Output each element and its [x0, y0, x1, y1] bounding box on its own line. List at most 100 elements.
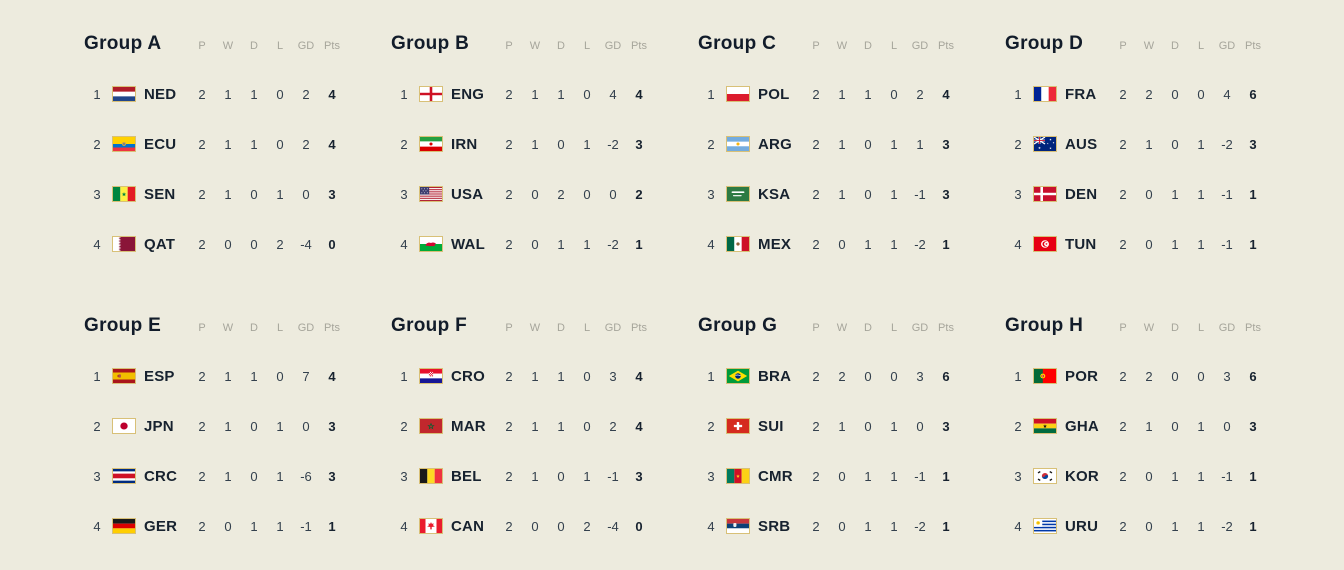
stat-l: 1: [890, 418, 898, 434]
stat-pts: 0: [328, 236, 336, 252]
stat-gd: 0: [302, 186, 310, 202]
team-row-eng[interactable]: 1 ENG 2 1 1 0 4 4: [391, 69, 652, 119]
team-row-irn[interactable]: 2 IRN 2 1 0 1 -2 3: [391, 119, 652, 169]
team-row-mex[interactable]: 4 MEX 2 0 1 1 -2 1: [698, 219, 959, 269]
team-row-ecu[interactable]: 2 ECU 2 1 1 0 2 4: [84, 119, 345, 169]
stat-pts: 3: [328, 468, 336, 484]
team-row-aus[interactable]: 2 AUS 2 1 0 1 -2 3: [1005, 119, 1266, 169]
team-row-arg[interactable]: 2 ARG 2 1 0 1 1 3: [698, 119, 959, 169]
stat-gd: 0: [609, 186, 617, 202]
team-row-por[interactable]: 1 POR 2 2 0 0 3 6: [1005, 351, 1266, 401]
team-row-ger[interactable]: 4 GER 2 0 1 1 -1 1: [84, 501, 345, 551]
team-row-esp[interactable]: 1 ESP 2 1 1 0 7 4: [84, 351, 345, 401]
team-row-gha[interactable]: 2 GHA 2 1 0 1 0 3: [1005, 401, 1266, 451]
team-row-kor[interactable]: 3 KOR 2 0 1 1 -1 1: [1005, 451, 1266, 501]
team-row-mar[interactable]: 2 MAR 2 1 1 0 2 4: [391, 401, 652, 451]
stat-l: 1: [890, 236, 898, 252]
flag-icon-ecu: [112, 136, 136, 152]
team-code: QAT: [144, 235, 176, 253]
team-row-sui[interactable]: 2 SUI 2 1 0 1 0 3: [698, 401, 959, 451]
team-position: 1: [1014, 368, 1022, 384]
column-header-d: D: [557, 40, 565, 52]
stat-d: 1: [557, 86, 565, 102]
team-row-pol[interactable]: 1 POL 2 1 1 0 2 4: [698, 69, 959, 119]
flag-icon-sui: [726, 418, 750, 434]
stat-l: 1: [1197, 236, 1205, 252]
team-row-den[interactable]: 3 DEN 2 0 1 1 -1 1: [1005, 169, 1266, 219]
team-code: KOR: [1065, 467, 1099, 485]
column-header-l: L: [276, 322, 284, 334]
stat-gd: 3: [1223, 368, 1231, 384]
stat-p: 2: [198, 86, 206, 102]
team-row-ned[interactable]: 1 NED 2 1 1 0 2 4: [84, 69, 345, 119]
stat-pts: 1: [328, 518, 336, 534]
team-row-tun[interactable]: 4 TUN 2 0 1 1 -1 1: [1005, 219, 1266, 269]
stat-p: 2: [1119, 468, 1127, 484]
stat-w: 1: [224, 368, 232, 384]
stat-l: 1: [890, 136, 898, 152]
team-code: POR: [1065, 367, 1099, 385]
column-header-pts: Pts: [938, 322, 954, 334]
flag-icon-por: [1033, 368, 1057, 384]
team-row-wal[interactable]: 4 WAL 2 0 1 1 -2 1: [391, 219, 652, 269]
column-header-gd: GD: [911, 40, 929, 52]
team-row-bel[interactable]: 3 BEL 2 1 0 1 -1 3: [391, 451, 652, 501]
team-row-crc[interactable]: 3 CRC 2 1 0 1 -6 3: [84, 451, 345, 501]
team-row-cmr[interactable]: 3 CMR 2 0 1 1 -1 1: [698, 451, 959, 501]
column-header-l: L: [1197, 40, 1205, 52]
stat-pts: 6: [1249, 86, 1257, 102]
column-header-p: P: [198, 40, 206, 52]
team-code: BEL: [451, 467, 482, 485]
team-row-sen[interactable]: 3 SEN 2 1 0 1 0 3: [84, 169, 345, 219]
stat-gd: -1: [1221, 468, 1233, 484]
group-f: Group F P W D L GD Pts 1 CRO 2 1 1 0 3 4 2 MAR 2 1 1 0 2 4 3 BEL…: [391, 315, 652, 551]
team-row-cro[interactable]: 1 CRO 2 1 1 0 3 4: [391, 351, 652, 401]
team-row-srb[interactable]: 4 SRB 2 0 1 1 -2 1: [698, 501, 959, 551]
stat-p: 2: [1119, 136, 1127, 152]
stat-pts: 1: [1249, 186, 1257, 202]
stat-l: 1: [583, 136, 591, 152]
stat-p: 2: [1119, 418, 1127, 434]
team-row-jpn[interactable]: 2 JPN 2 1 0 1 0 3: [84, 401, 345, 451]
column-header-p: P: [1119, 322, 1127, 334]
team-code: NED: [144, 85, 177, 103]
stat-pts: 1: [942, 468, 950, 484]
column-header-p: P: [812, 322, 820, 334]
team-code: CMR: [758, 467, 793, 485]
team-position: 1: [707, 86, 715, 102]
stat-d: 0: [557, 136, 565, 152]
stat-p: 2: [1119, 186, 1127, 202]
stat-d: 2: [557, 186, 565, 202]
stat-l: 1: [276, 418, 284, 434]
stat-gd: 0: [1223, 418, 1231, 434]
team-row-usa[interactable]: 3 USA 2 0 2 0 0 2: [391, 169, 652, 219]
team-position: 2: [93, 418, 101, 434]
team-row-bra[interactable]: 1 BRA 2 2 0 0 3 6: [698, 351, 959, 401]
flag-icon-esp: [112, 368, 136, 384]
stat-w: 1: [531, 368, 539, 384]
stat-p: 2: [505, 86, 513, 102]
team-code: MAR: [451, 417, 486, 435]
stat-l: 0: [276, 368, 284, 384]
stat-d: 0: [250, 186, 258, 202]
team-position: 3: [707, 468, 715, 484]
team-row-qat[interactable]: 4 QAT 2 0 0 2 -4 0: [84, 219, 345, 269]
group-header: Group A P W D L GD Pts: [84, 33, 345, 57]
flag-icon-irn: [419, 136, 443, 152]
stat-p: 2: [812, 418, 820, 434]
stat-l: 1: [1197, 186, 1205, 202]
team-row-fra[interactable]: 1 FRA 2 2 0 0 4 6: [1005, 69, 1266, 119]
stat-l: 0: [583, 186, 591, 202]
column-header-pts: Pts: [631, 40, 647, 52]
team-row-uru[interactable]: 4 URU 2 0 1 1 -2 1: [1005, 501, 1266, 551]
team-row-can[interactable]: 4 CAN 2 0 0 2 -4 0: [391, 501, 652, 551]
group-title: Group B: [391, 33, 470, 54]
stat-l: 1: [276, 468, 284, 484]
stat-gd: -4: [607, 518, 619, 534]
stat-pts: 3: [328, 186, 336, 202]
stat-gd: 4: [609, 86, 617, 102]
stat-d: 1: [1171, 236, 1179, 252]
group-title: Group F: [391, 315, 467, 336]
team-row-ksa[interactable]: 3 KSA 2 1 0 1 -1 3: [698, 169, 959, 219]
